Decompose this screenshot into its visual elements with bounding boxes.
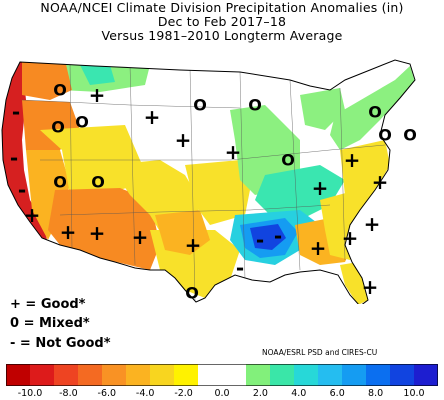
colorbar-swatch — [414, 364, 438, 386]
colorbar-swatch — [78, 364, 103, 386]
marker-zero: O — [378, 126, 392, 145]
colorbar-swatch — [150, 364, 175, 386]
marker-plus: + — [310, 236, 327, 260]
colorbar-swatch — [6, 364, 31, 386]
anomaly-fill-regions — [2, 60, 415, 304]
state-borders — [21, 60, 386, 301]
region-southeast-yellow — [320, 185, 375, 260]
colorbar-tick-label: -2.0 — [174, 388, 193, 399]
region-texas-orange — [155, 210, 210, 255]
marker-zero: O — [185, 284, 199, 303]
marker-zero: O — [281, 151, 295, 170]
marker-plus: + — [185, 233, 202, 257]
marker-plus: + — [372, 170, 389, 194]
marker-plus: + — [344, 148, 361, 172]
marker-plus: + — [60, 220, 77, 244]
region-lower-miss-deep — [250, 224, 286, 250]
colorbar-swatch — [30, 364, 55, 386]
colorbar-tick-label: 0.0 — [214, 388, 230, 399]
colorbar-swatch — [174, 364, 199, 386]
marker-plus: + — [24, 203, 41, 227]
colorbar-swatch — [366, 364, 391, 386]
marker-zero: O — [53, 173, 67, 192]
marker-minus: - — [256, 228, 264, 252]
marker-minus: - — [18, 178, 26, 202]
region-nw-orange — [22, 60, 72, 100]
marker-minus: - — [236, 256, 244, 280]
colorbar-swatch — [54, 364, 79, 386]
colorbar — [6, 364, 438, 386]
marker-zero: O — [53, 81, 67, 100]
region-mid-atlantic-yellow — [340, 140, 390, 195]
key-good: + = Good* — [10, 297, 86, 312]
colorbar-tick-label: -4.0 — [135, 388, 155, 399]
marker-zero: O — [51, 118, 65, 137]
region-northeast-green — [330, 66, 415, 150]
marker-zero: O — [91, 173, 105, 192]
map-subtitle-baseline: Versus 1981–2010 Longterm Average — [101, 28, 343, 43]
colorbar-swatch — [294, 364, 319, 386]
colorbar-tick-label: 10.0 — [403, 388, 425, 399]
marker-plus: + — [225, 140, 242, 164]
map-title: NOAA/NCEI Climate Division Precipitation… — [40, 0, 404, 15]
colorbar-swatch — [126, 364, 151, 386]
region-florida-yellow — [340, 262, 368, 304]
marker-plus: + — [175, 128, 192, 152]
colorbar-swatch — [198, 364, 223, 386]
marker-minus: - — [274, 224, 282, 248]
marker-plus: + — [89, 83, 106, 107]
marker-minus: - — [10, 146, 18, 170]
colorbar-tick-label: 8.0 — [368, 388, 384, 399]
colorbar-tick-label: -10.0 — [17, 388, 43, 399]
colorbar-tick-label: 4.0 — [291, 388, 307, 399]
marker-zero: O — [368, 103, 382, 122]
marker-zero: O — [248, 96, 262, 115]
colorbar-tick-label: -8.0 — [59, 388, 78, 399]
colorbar-swatch — [102, 364, 127, 386]
region-great-lakes-green — [300, 88, 345, 130]
region-montana-teal — [80, 65, 115, 85]
colorbar-tick-label: 6.0 — [329, 388, 345, 399]
marker-zero: O — [193, 96, 207, 115]
marker-minus: - — [12, 100, 20, 124]
marker-zero: O — [75, 113, 89, 132]
key-mixed: 0 = Mixed* — [10, 316, 90, 331]
marker-plus: + — [362, 275, 379, 299]
marker-plus: + — [89, 221, 106, 245]
marker-plus: + — [312, 176, 329, 200]
colorbar-swatch — [342, 364, 367, 386]
colorbar-swatch — [318, 364, 343, 386]
colorbar-tick-label: 2.0 — [252, 388, 268, 399]
colorbar-swatch — [270, 364, 295, 386]
marker-plus: + — [144, 105, 161, 129]
data-credit: NOAA/ESRL PSD and CIRES-CU — [262, 348, 378, 357]
us-precip-map: O + O O O- OO ++ O O+ O +-O O + +-++ + + + - - + ++-O + — [1, 59, 417, 304]
marker-plus: + — [132, 225, 149, 249]
outlook-markers: O + O O O- OO ++ O O+ O +-O O + +-++ + + + - - + ++-O + — [10, 81, 417, 303]
colorbar-swatch — [246, 364, 271, 386]
map-subtitle-period: Dec to Feb 2017–18 — [157, 14, 287, 29]
marker-zero: O — [403, 126, 417, 145]
region-california-interior — [26, 150, 70, 240]
colorbar-swatch — [222, 364, 247, 386]
marker-plus: + — [342, 226, 359, 250]
colorbar-swatch — [390, 364, 415, 386]
colorbar-tick-label: -6.0 — [97, 388, 117, 399]
region-plains-yellow — [185, 160, 250, 225]
marker-plus: + — [364, 212, 381, 236]
key-not-good: - = Not Good* — [10, 336, 111, 351]
